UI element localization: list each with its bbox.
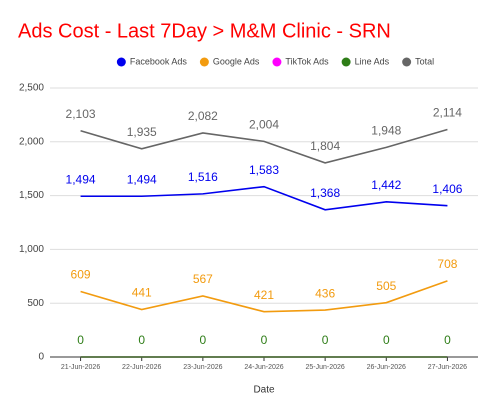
x-tick-label: 23-Jun-2026 [183, 364, 222, 371]
legend-label: Line Ads [355, 56, 390, 66]
data-label: 2,103 [66, 107, 96, 121]
y-tick-label: 1,000 [19, 244, 44, 255]
data-label: 2,082 [188, 109, 218, 123]
series-line [80, 128, 448, 164]
data-label: 0 [138, 333, 145, 347]
data-label: 2,114 [433, 106, 462, 120]
data-label: 1,516 [188, 170, 218, 184]
data-label: 2,004 [249, 118, 279, 132]
data-label: 1,494 [66, 172, 96, 186]
data-label: 0 [383, 333, 390, 347]
data-label: 1,368 [310, 186, 340, 200]
x-tick-label: 22-Jun-2026 [122, 364, 161, 371]
data-label: 567 [193, 272, 213, 286]
data-label: 1,935 [127, 125, 157, 139]
x-tick-label: 26-Jun-2026 [367, 364, 406, 371]
data-label: 441 [132, 286, 152, 300]
data-label: 0 [77, 333, 84, 347]
data-label: 1,494 [127, 172, 157, 186]
y-tick-label: 2,000 [19, 136, 44, 147]
data-label: 421 [254, 288, 274, 302]
y-tick-label: 500 [27, 298, 44, 309]
data-label: 1,442 [371, 178, 401, 192]
legend-label: Total [415, 56, 434, 66]
legend-label: TikTok Ads [285, 56, 329, 66]
x-tick-label: 25-Jun-2026 [305, 364, 344, 371]
x-tick-label: 24-Jun-2026 [244, 364, 283, 371]
y-tick-label: 1,500 [19, 190, 44, 201]
x-tick-label: 21-Jun-2026 [61, 364, 100, 371]
legend-label: Google Ads [213, 56, 260, 66]
data-label: 0 [444, 333, 451, 347]
legend-marker [402, 57, 412, 67]
x-axis-title: Date [253, 385, 275, 396]
data-label: 436 [315, 286, 335, 300]
data-label: 1,583 [249, 163, 279, 177]
data-label: 1,406 [432, 182, 462, 196]
x-tick-label: 27-Jun-2026 [428, 364, 467, 371]
data-label: 1,948 [371, 124, 401, 138]
legend-marker [116, 57, 126, 67]
data-label: 708 [437, 257, 457, 271]
data-label: 0 [200, 333, 207, 347]
legend-label: Facebook Ads [130, 56, 188, 66]
legend-marker [199, 57, 209, 67]
y-tick-label: 0 [38, 352, 44, 363]
y-tick-label: 2,500 [19, 83, 44, 94]
legend-marker [272, 57, 282, 67]
legend-marker [341, 57, 351, 67]
data-label: 0 [322, 333, 329, 347]
data-label: 609 [71, 268, 91, 282]
chart-title: Ads Cost - Last 7Day > M&M Clinic - SRN [18, 20, 391, 42]
data-label: 505 [376, 279, 396, 293]
data-label: 1,804 [310, 139, 340, 153]
series-line [80, 185, 448, 211]
data-label: 0 [261, 333, 268, 347]
series-line [80, 280, 448, 313]
